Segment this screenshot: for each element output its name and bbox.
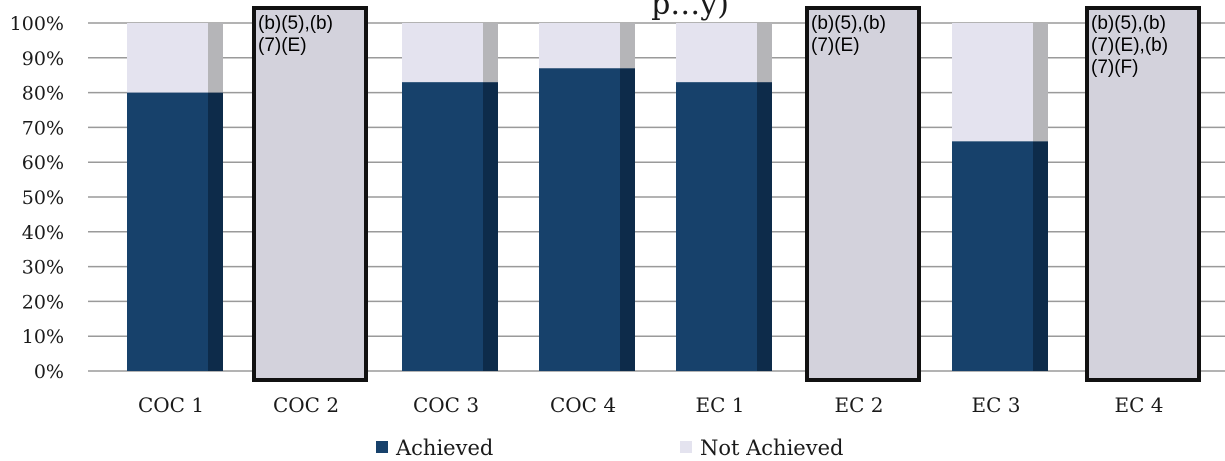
bar-group: (b)(5),(b)(7)(E) (252, 6, 368, 382)
bar-group (676, 23, 772, 371)
bar-achieved (952, 141, 1033, 371)
bar-group: (b)(5),(b)(7)(E) (805, 6, 921, 382)
redaction-note: (7)(E) (811, 35, 860, 56)
x-category-label: COC 2 (273, 393, 339, 417)
x-axis-categories: COC 1 COC 2 COC 3 COC 4 EC 1 EC 2 EC 3 EC 4 (138, 393, 1164, 417)
chart-title: p…y) (651, 0, 729, 22)
bars: (b)(5),(b)(7)(E)(b)(5),(b)(7)(E)(b)(5),(… (127, 6, 1201, 382)
redaction-note: (b)(5),(b) (811, 13, 886, 34)
bar-not-achieved-side (757, 23, 772, 83)
bar-group (402, 23, 498, 371)
redaction-note: (7)(E) (258, 35, 307, 56)
bar-achieved (127, 92, 208, 371)
bar-group: (b)(5),(b)(7)(E),(b)(7)(F) (1085, 6, 1201, 382)
bar-not-achieved (676, 23, 757, 83)
y-tick-label: 40% (22, 222, 64, 244)
bar-not-achieved-side (208, 23, 223, 93)
bar-not-achieved-side (1033, 23, 1048, 142)
bar-group (952, 23, 1048, 371)
bar-not-achieved-side (620, 23, 635, 69)
legend: Achieved Not Achieved (376, 436, 843, 460)
bar-group (539, 23, 635, 372)
y-tick-label: 10% (22, 326, 64, 348)
bar-not-achieved (402, 23, 483, 83)
legend-label-achieved: Achieved (395, 436, 493, 460)
bar-group (127, 23, 223, 371)
redaction-note: (b)(5),(b) (1091, 13, 1166, 34)
y-tick-label: 80% (22, 83, 64, 105)
bar-achieved-side (1033, 141, 1048, 371)
redaction-box (805, 6, 921, 382)
y-tick-label: 50% (22, 187, 64, 209)
legend-swatch-not-achieved (680, 441, 692, 453)
bar-achieved-side (620, 68, 635, 372)
redaction-note: (7)(E),(b) (1091, 35, 1168, 56)
y-tick-label: 90% (22, 48, 64, 70)
redaction-box (252, 6, 368, 382)
x-category-label: EC 2 (835, 393, 884, 417)
redaction-note: (b)(5),(b) (258, 13, 333, 34)
redaction-note: (7)(F) (1091, 57, 1138, 78)
legend-swatch-achieved (376, 441, 388, 453)
bar-achieved-side (483, 82, 498, 371)
y-tick-label: 100% (10, 13, 64, 35)
redaction-box (1085, 6, 1201, 382)
bar-not-achieved (952, 23, 1033, 142)
bar-not-achieved (127, 23, 208, 93)
bar-not-achieved-side (483, 23, 498, 83)
bar-achieved-side (208, 92, 223, 371)
y-tick-label: 70% (22, 117, 64, 139)
y-tick-label: 30% (22, 257, 64, 279)
y-tick-label: 20% (22, 291, 64, 313)
x-category-label: EC 1 (696, 393, 745, 417)
x-category-label: COC 3 (413, 393, 479, 417)
x-category-label: EC 3 (972, 393, 1021, 417)
x-category-label: EC 4 (1115, 393, 1164, 417)
y-axis-ticks: 0% 10% 20% 30% 40% 50% 60% 70% 80% 90% 100% (10, 13, 64, 383)
bar-achieved-side (757, 82, 772, 371)
bar-achieved (676, 82, 757, 371)
y-tick-label: 60% (22, 152, 64, 174)
legend-label-not-achieved: Not Achieved (700, 436, 843, 460)
x-category-label: COC 1 (138, 393, 204, 417)
bar-achieved (402, 82, 483, 371)
x-category-label: COC 4 (550, 393, 616, 417)
y-tick-label: 0% (34, 361, 64, 383)
bar-not-achieved (539, 23, 620, 69)
bar-achieved (539, 68, 620, 372)
